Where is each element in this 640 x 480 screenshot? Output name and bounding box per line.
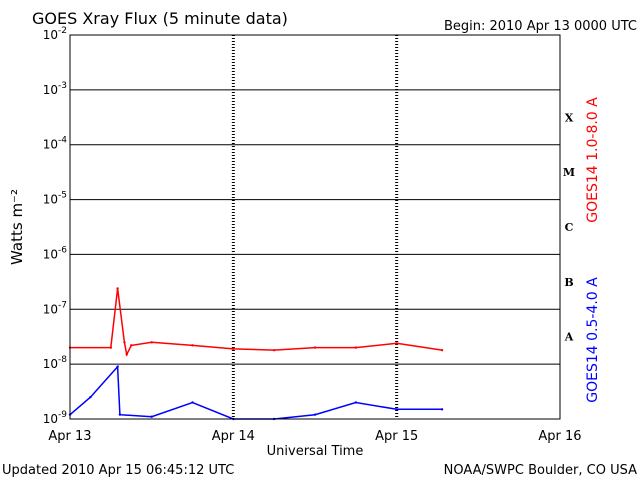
data-point	[125, 353, 128, 356]
x-axis-label: Universal Time	[267, 444, 364, 459]
data-point	[109, 346, 113, 349]
data-point	[89, 395, 92, 399]
flare-class-label: M	[563, 166, 575, 179]
plot-frame	[69, 34, 561, 420]
data-point	[150, 341, 153, 344]
data-point	[395, 342, 398, 345]
y-tick-label: 10-3	[43, 81, 67, 97]
credit-text: NOAA/SWPC Boulder, CO USA	[444, 463, 637, 478]
flare-class-label: X	[565, 111, 574, 124]
data-point	[123, 341, 126, 344]
flare-class-label: B	[564, 276, 573, 289]
y-tick-label: 10-5	[43, 191, 67, 207]
data-point	[118, 413, 122, 416]
data-point	[440, 408, 444, 411]
updated-timestamp: Updated 2010 Apr 15 06:45:12 UTC	[2, 463, 234, 478]
y-tick-label: 10-6	[43, 245, 68, 261]
data-point	[313, 346, 317, 349]
y-axis-label: Watts m⁻²	[8, 189, 26, 265]
x-tick-labels: Apr 13 Apr 14 Apr 15 Apr 16	[48, 429, 581, 444]
data-point	[440, 348, 444, 352]
data-point	[313, 413, 317, 416]
x-tick-label: Apr 16	[538, 429, 581, 444]
y-tick-labels: 10-9 10-8 10-7 10-6 10-5 10-4 10-3 10-2	[43, 26, 68, 426]
y-tick-label: 10-7	[43, 300, 67, 316]
data-point	[232, 347, 235, 351]
begin-time: Begin: 2010 Apr 13 0000 UTC	[444, 19, 637, 34]
legend-series-long: GOES14 1.0-8.0 A	[585, 97, 601, 223]
x-tick-label: Apr 13	[48, 429, 91, 444]
series-line	[70, 288, 443, 357]
y-tick-label: 10-4	[43, 136, 68, 152]
data-point	[191, 344, 194, 347]
legend-series-short: GOES14 0.5-4.0 A	[585, 277, 601, 403]
flare-class-label: A	[564, 331, 574, 344]
y-tick-label: 10-8	[43, 355, 68, 371]
data-point	[191, 401, 194, 404]
y-tick-label: 10-2	[43, 26, 67, 42]
data-point	[116, 365, 119, 368]
data-point	[272, 348, 276, 352]
data-point	[395, 408, 398, 411]
chart-title: GOES Xray Flux (5 minute data)	[32, 9, 288, 28]
x-tick-label: Apr 14	[212, 429, 255, 444]
data-point	[130, 344, 133, 347]
y-tick-label: 10-9	[43, 410, 68, 426]
flare-class-labels: A B C M X	[563, 111, 575, 343]
series-line	[69, 364, 442, 420]
flare-class-label: C	[565, 221, 574, 234]
grid	[70, 35, 560, 419]
data-point	[354, 401, 358, 404]
data-point	[116, 287, 119, 290]
x-tick-label: Apr 15	[375, 429, 418, 444]
data-point	[150, 415, 153, 418]
data-point	[354, 346, 358, 349]
series-layer	[68, 287, 444, 421]
